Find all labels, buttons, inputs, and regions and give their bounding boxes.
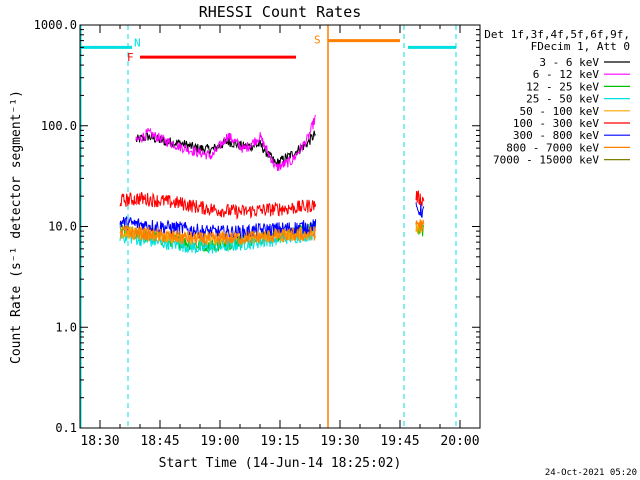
y-axis-label: Count Rate (s⁻¹ detector segment⁻¹) <box>9 90 24 364</box>
series-100-300-kev <box>119 190 425 220</box>
x-tick-label: 19:45 <box>380 434 419 449</box>
x-axis-label: Start Time (14-Jun-14 18:25:02) <box>159 456 402 471</box>
y-axis: 0.1 1.0 10.0 100.0 1000.0 <box>34 18 480 435</box>
legend-label: 50 - 100 keV <box>520 105 600 118</box>
x-tick-label: 19:30 <box>320 434 359 449</box>
series-6-12-kev <box>135 114 316 171</box>
series-line-800-7000-kev <box>415 219 425 233</box>
legend-label: 100 - 300 keV <box>513 117 599 130</box>
x-tick-label: 20:00 <box>440 434 479 449</box>
x-tick-label: 19:00 <box>200 434 239 449</box>
y-tick-label: 1000.0 <box>34 18 77 32</box>
legend-header: Det 1f,3f,4f,5f,6f,9f, <box>484 28 630 41</box>
annotation-label-night: N <box>134 36 141 49</box>
annotation-label-saa: S <box>314 34 321 47</box>
legend-label: 6 - 12 keV <box>533 68 600 81</box>
footer-date: 24-Oct-2021 05:20 <box>545 468 637 478</box>
x-axis: 18:30 18:45 19:00 19:15 19:30 19:45 20:00 <box>79 25 481 449</box>
series-line-6-12-kev <box>135 114 316 171</box>
y-tick-label: 1.0 <box>55 320 77 334</box>
x-tick-label: 19:15 <box>260 434 299 449</box>
legend-header: FDecim 1, Att 0 <box>531 40 630 53</box>
series-line-100-300-kev <box>119 191 317 220</box>
legend-label: 3 - 6 keV <box>539 56 599 69</box>
series-800-7000-kev <box>119 219 425 247</box>
y-tick-label: 10.0 <box>48 220 77 234</box>
x-tick-label: 18:45 <box>140 434 179 449</box>
chart-title: RHESSI Count Rates <box>199 3 362 21</box>
legend-label: 800 - 7000 keV <box>506 141 599 154</box>
x-tick-label: 18:30 <box>80 434 119 449</box>
series-line-300-800-kev <box>415 202 425 219</box>
legend-label: 7000 - 15000 keV <box>493 154 599 167</box>
series-line-800-7000-kev <box>119 225 316 247</box>
annotation-label-flare: F <box>127 51 134 64</box>
y-tick-label: 0.1 <box>55 421 77 435</box>
y-tick-label: 100.0 <box>41 119 77 133</box>
legend-label: 25 - 50 keV <box>526 93 599 106</box>
series-line-300-800-kev <box>119 216 317 241</box>
legend-label: 300 - 800 keV <box>513 129 599 142</box>
series-line-100-300-kev <box>415 190 425 207</box>
legend: Det 1f,3f,4f,5f,6f,9f,FDecim 1, Att 0 3 -… <box>484 28 630 167</box>
legend-label: 12 - 25 keV <box>526 80 599 93</box>
plot-area: NF S <box>80 25 457 428</box>
series-300-800-kev <box>119 202 425 241</box>
